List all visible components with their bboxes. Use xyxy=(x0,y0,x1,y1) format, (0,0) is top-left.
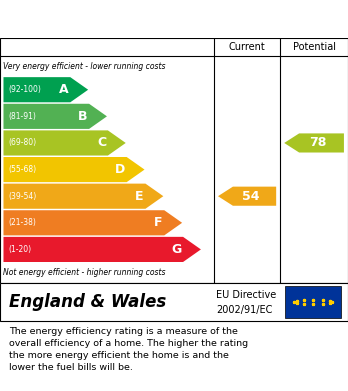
Text: (39-54): (39-54) xyxy=(9,192,37,201)
Text: 2002/91/EC: 2002/91/EC xyxy=(216,305,272,315)
Bar xyxy=(285,286,341,318)
Text: B: B xyxy=(78,110,87,123)
Text: Energy Efficiency Rating: Energy Efficiency Rating xyxy=(9,10,238,28)
Text: Very energy efficient - lower running costs: Very energy efficient - lower running co… xyxy=(3,62,166,71)
Polygon shape xyxy=(218,187,276,206)
Text: 54: 54 xyxy=(242,190,259,203)
Text: F: F xyxy=(154,216,163,229)
Text: 78: 78 xyxy=(309,136,326,149)
Text: (55-68): (55-68) xyxy=(9,165,37,174)
Text: G: G xyxy=(171,243,181,256)
Text: (69-80): (69-80) xyxy=(9,138,37,147)
Text: Not energy efficient - higher running costs: Not energy efficient - higher running co… xyxy=(3,267,166,276)
Text: A: A xyxy=(59,83,69,96)
Text: E: E xyxy=(135,190,144,203)
Polygon shape xyxy=(3,77,88,102)
Text: C: C xyxy=(97,136,106,149)
Polygon shape xyxy=(3,237,201,262)
Text: Current: Current xyxy=(229,42,266,52)
Text: (21-38): (21-38) xyxy=(9,218,37,227)
Text: England & Wales: England & Wales xyxy=(9,293,166,311)
Text: (1-20): (1-20) xyxy=(9,245,32,254)
Polygon shape xyxy=(3,210,182,235)
Polygon shape xyxy=(3,184,163,209)
Text: (92-100): (92-100) xyxy=(9,85,41,94)
Polygon shape xyxy=(284,133,344,152)
Text: (81-91): (81-91) xyxy=(9,112,37,121)
Polygon shape xyxy=(3,104,107,129)
Polygon shape xyxy=(3,157,144,182)
Text: D: D xyxy=(115,163,125,176)
Text: The energy efficiency rating is a measure of the
overall efficiency of a home. T: The energy efficiency rating is a measur… xyxy=(9,326,248,372)
Polygon shape xyxy=(3,130,126,156)
Text: Potential: Potential xyxy=(293,42,335,52)
Text: EU Directive: EU Directive xyxy=(216,290,276,300)
